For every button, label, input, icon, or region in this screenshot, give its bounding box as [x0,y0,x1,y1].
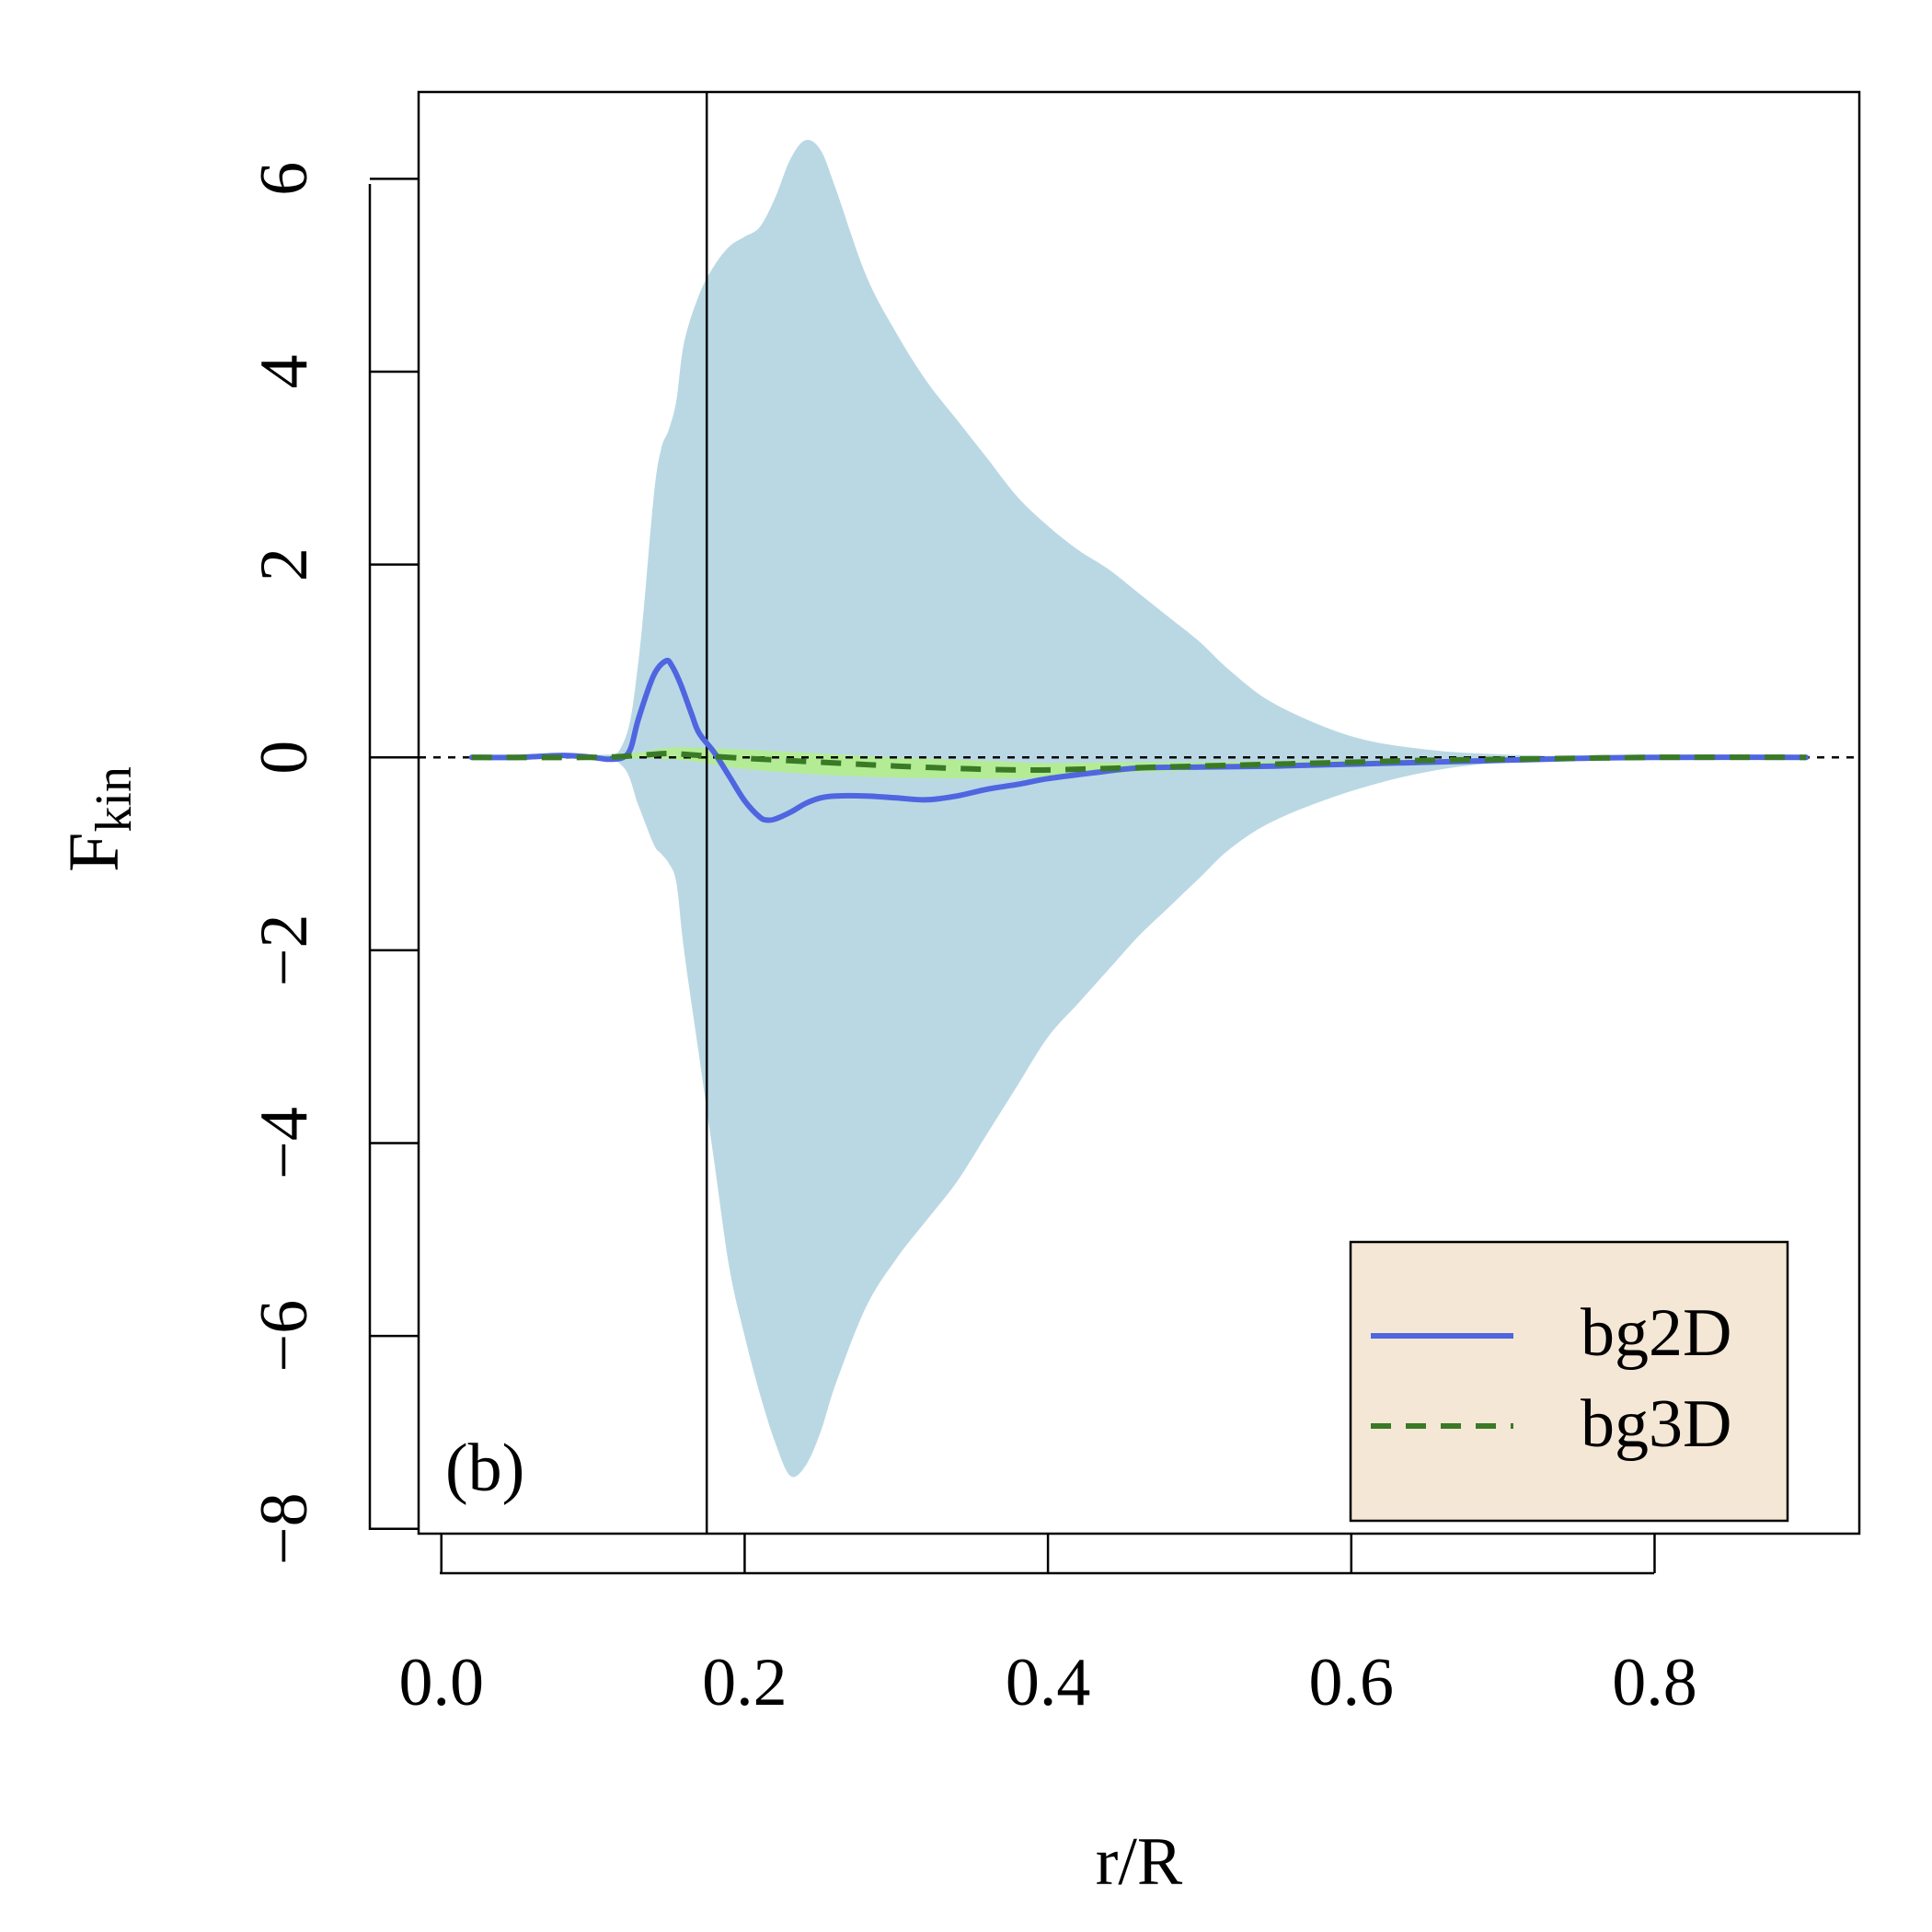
legend-label-bg3d: bg3D [1581,1386,1731,1462]
plot-frame [417,90,1861,1535]
x-tick-label: 0.2 [702,1645,788,1720]
plot-area [419,92,1859,1534]
x-tick-label: 0.4 [1006,1645,1091,1720]
x-tick-label: 0.6 [1309,1645,1395,1720]
axis-ticks: 0.0 0.2 0.4 0.6 0.8 −8 −6 −4 −2 0 2 4 6 [247,162,1697,1720]
series-line-bg2d [468,657,1810,823]
series-line-bg3d [471,750,1807,774]
y-tick-label: −2 [247,914,322,987]
y-tick-label: −6 [247,1300,322,1373]
bg3d-band [471,747,1807,779]
legend-label-bg2d: bg2D [1581,1295,1731,1371]
x-axis-label: r/R [1096,1824,1183,1900]
panel-label: (b) [445,1431,524,1506]
y-tick-label: −4 [247,1107,322,1179]
y-tick-label: −8 [247,1492,322,1565]
envelope-area [471,139,1777,1478]
y-axis-label: Fkin [53,766,143,872]
svg-text:Fkin: Fkin [53,766,143,872]
x-tick-label: 0.0 [398,1645,484,1720]
legend-box [1349,1240,1789,1523]
y-tick-label: 2 [247,547,322,581]
y-tick-label: 6 [247,162,322,196]
y-tick-label: 4 [247,355,322,389]
y-tick-label: 0 [247,741,322,775]
y-axis-label-sub: kin [86,766,143,833]
legend: bg2D bg3D [1349,1240,1789,1523]
x-tick-label: 0.8 [1612,1645,1697,1720]
y-axis-label-main: F [53,833,133,872]
